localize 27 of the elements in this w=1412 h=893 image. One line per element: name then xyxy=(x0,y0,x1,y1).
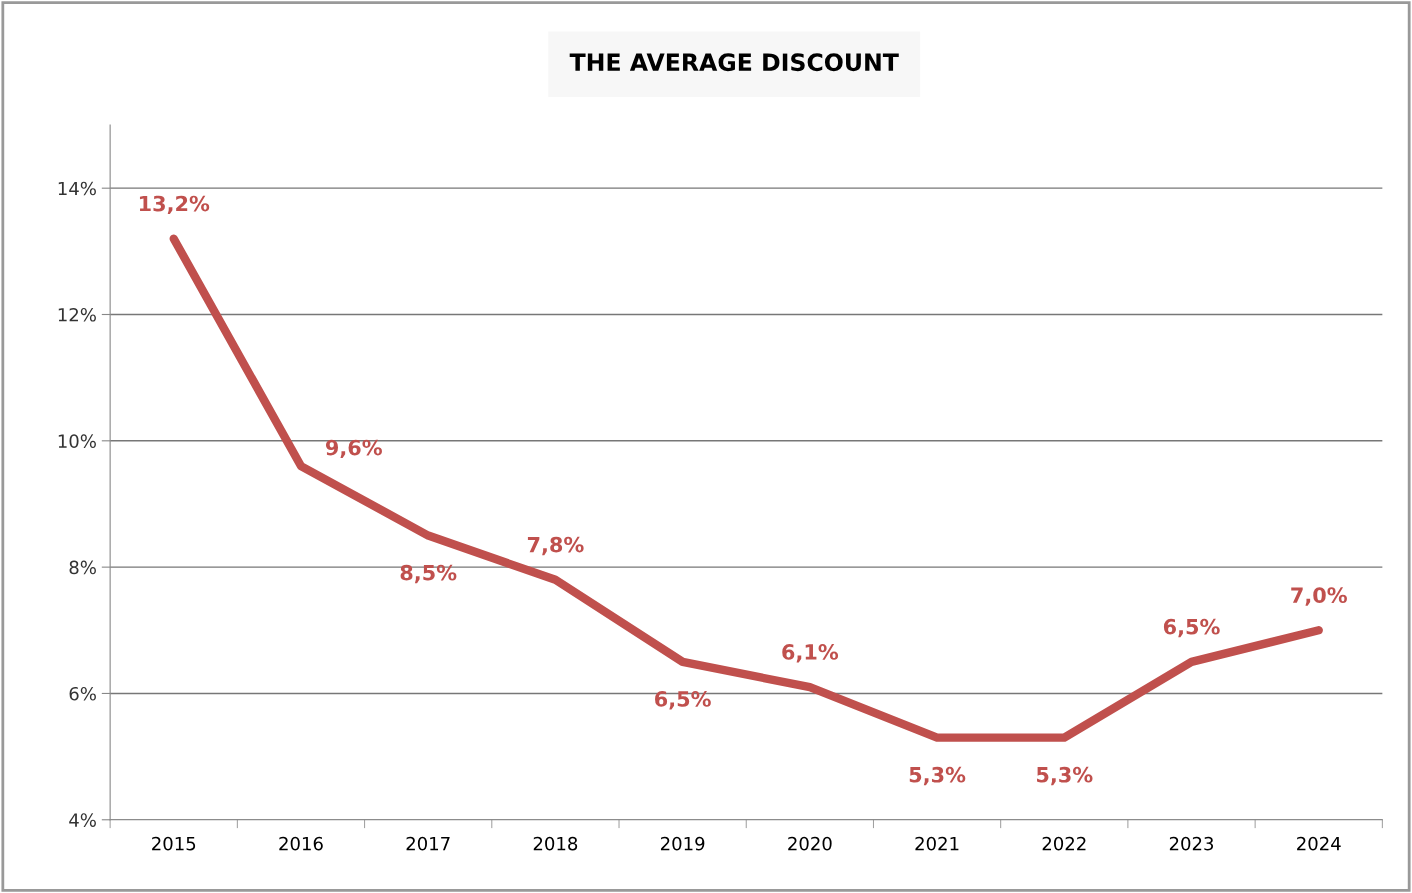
chart-title: THE AVERAGE DISCOUNT xyxy=(569,53,899,72)
data-label: 6,5% xyxy=(1163,618,1220,638)
x-tick-label: 2023 xyxy=(1169,836,1214,851)
y-tick-label: 6% xyxy=(69,686,96,701)
x-tick-label: 2016 xyxy=(279,836,323,851)
y-tick-label: 10% xyxy=(58,434,96,448)
x-tick-label: 2024 xyxy=(1297,836,1341,851)
x-tick-label: 2017 xyxy=(406,836,450,851)
data-label: 7,8% xyxy=(527,536,584,556)
data-label: 6,5% xyxy=(655,691,711,710)
y-tick-label: 8% xyxy=(69,560,96,575)
x-tick-label: 2021 xyxy=(915,836,959,851)
data-label: 13,2% xyxy=(139,195,210,215)
data-label: 6,1% xyxy=(782,644,839,663)
x-tick-label: 2019 xyxy=(660,836,705,851)
data-label: 5,3% xyxy=(909,766,966,786)
x-tick-label: 2022 xyxy=(1042,836,1086,851)
y-tick-label: 4% xyxy=(69,813,96,827)
data-label: 7,0% xyxy=(1291,587,1347,606)
x-tick-label: 2018 xyxy=(533,836,578,851)
data-label: 8,5% xyxy=(400,564,457,584)
x-tick-label: 2020 xyxy=(788,836,832,851)
x-tick-label: 2015 xyxy=(152,836,196,851)
y-tick-label: 14% xyxy=(58,181,96,196)
data-label: 5,3% xyxy=(1037,766,1093,786)
data-label: 9,6% xyxy=(325,439,382,459)
y-tick-label: 12% xyxy=(58,307,96,322)
